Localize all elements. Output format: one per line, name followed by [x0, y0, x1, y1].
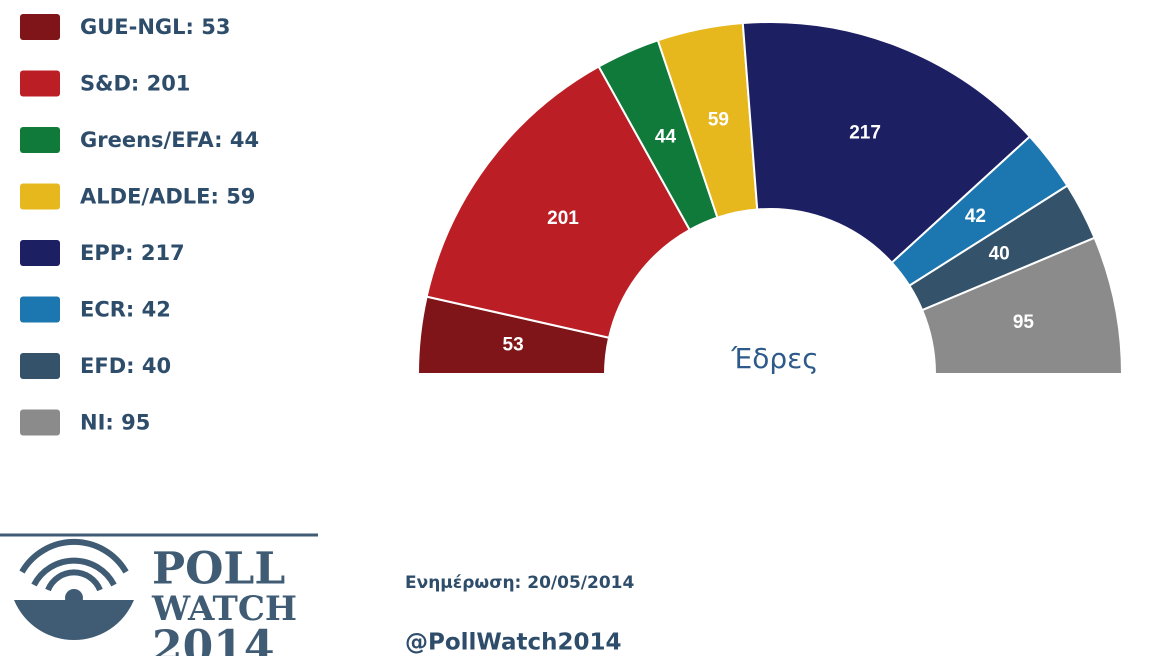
- legend-swatch: [20, 409, 60, 436]
- legend-swatch: [20, 70, 60, 97]
- legend-label: EPP: 217: [80, 241, 185, 265]
- legend-swatch: [20, 353, 60, 379]
- data-label: 201: [547, 208, 579, 229]
- center-label: Έδρες: [730, 342, 818, 375]
- slice: [425, 65, 692, 339]
- data-label: 59: [708, 110, 729, 131]
- legend-swatch: [20, 183, 60, 210]
- data-label: 40: [989, 243, 1010, 264]
- logo-text: WATCH: [151, 589, 297, 629]
- logo-text: 2014: [152, 622, 274, 656]
- slice: [920, 236, 1124, 375]
- update-date: Ενημέρωση: 20/05/2014: [405, 573, 634, 593]
- legend-label: S&D: 201: [80, 72, 190, 96]
- legend-swatch: [20, 14, 60, 40]
- legend-label: Greens/EFA: 44: [80, 128, 259, 152]
- legend-label: GUE-NGL: 53: [80, 15, 230, 39]
- data-label: 42: [965, 206, 986, 227]
- logo-icon: [14, 538, 134, 640]
- legend-label: EFD: 40: [80, 354, 171, 378]
- data-label: 217: [849, 123, 881, 144]
- data-label: 95: [1013, 312, 1035, 333]
- legend-swatch: [20, 240, 60, 266]
- legend-label: NI: 95: [80, 411, 150, 435]
- logo-text: POLL: [152, 544, 285, 595]
- legend-swatch: [20, 127, 60, 153]
- legend-swatch: [20, 296, 60, 323]
- handle: @PollWatch2014: [405, 630, 622, 656]
- data-label: 53: [503, 334, 524, 355]
- slice: [741, 21, 1032, 265]
- legend-label: ECR: 42: [80, 298, 171, 322]
- data-label: 44: [655, 127, 677, 148]
- legend-label: ALDE/ADLE: 59: [80, 185, 255, 209]
